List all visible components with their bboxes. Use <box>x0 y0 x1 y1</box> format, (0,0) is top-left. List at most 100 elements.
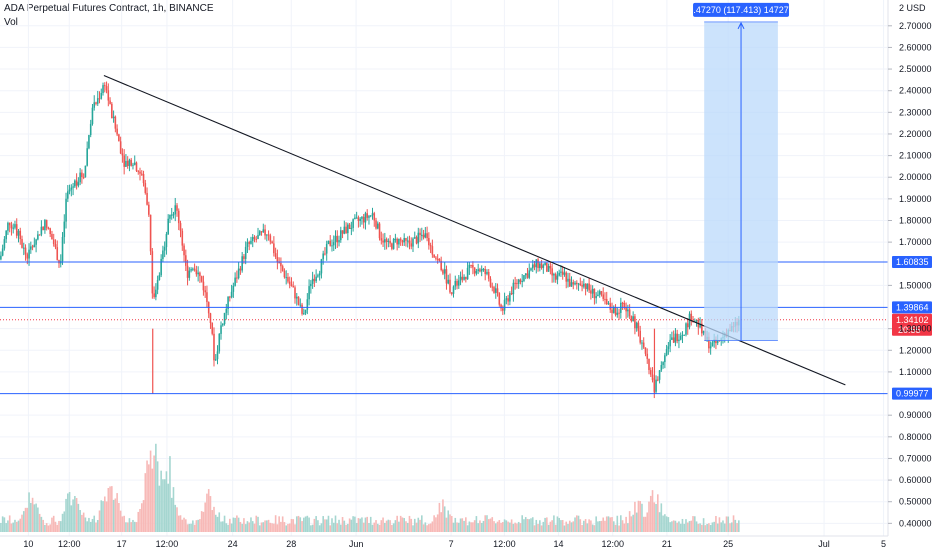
volume-bar <box>93 515 96 532</box>
candle-body <box>283 270 286 278</box>
volume-bar <box>489 518 492 532</box>
volume-bar <box>517 521 520 532</box>
volume-bar <box>192 520 194 532</box>
candle-body <box>274 253 277 257</box>
volume-bar <box>63 511 66 532</box>
volume-bar <box>450 516 453 532</box>
volume-bar <box>598 521 601 532</box>
candle-body <box>510 293 513 295</box>
volume-bar <box>234 517 236 532</box>
candle-body <box>655 379 657 392</box>
candle-body <box>701 323 703 334</box>
candle-body <box>623 303 626 308</box>
volume-bar <box>338 519 340 532</box>
volume-bar <box>7 520 9 532</box>
candle-body <box>667 346 670 350</box>
volume-bar <box>121 516 124 532</box>
candle-body <box>37 234 39 240</box>
volume-bar <box>641 503 643 532</box>
volume-bar <box>611 517 613 532</box>
candle-body <box>72 186 74 188</box>
volume-bar <box>280 521 282 532</box>
volume-bar <box>722 520 724 532</box>
volume-bar <box>410 518 413 532</box>
candle-body <box>371 213 374 216</box>
candle-body <box>140 173 143 175</box>
candle-body <box>563 272 566 275</box>
candle-body <box>230 291 233 298</box>
volume-bar <box>690 520 693 532</box>
candle-body <box>114 116 117 129</box>
candle-body <box>96 98 99 104</box>
candle-body <box>572 282 575 285</box>
volume-bar <box>253 523 256 532</box>
candle-body <box>392 238 395 249</box>
volume-bar <box>223 515 226 532</box>
candle-body <box>417 232 420 244</box>
candle-body <box>366 213 369 218</box>
candle-body <box>91 107 94 124</box>
volume-bar <box>396 515 398 532</box>
time-tick-label: Jul <box>818 539 830 549</box>
candle-body <box>156 279 159 290</box>
volume-bar <box>526 518 529 532</box>
candle-body <box>658 370 661 380</box>
volume-bar <box>581 524 583 532</box>
volume-bar <box>28 492 30 532</box>
candle-body <box>273 243 275 254</box>
candle-body <box>86 148 88 166</box>
volume-bar <box>155 443 157 532</box>
candle-body <box>482 268 485 270</box>
time-tick-label: 10 <box>23 539 33 549</box>
volume-bar <box>524 517 527 532</box>
candle-body <box>473 267 476 274</box>
volume-bar <box>447 510 450 532</box>
candle-body <box>421 234 423 236</box>
volume-bar <box>345 524 347 532</box>
candle-body <box>546 262 548 272</box>
candle-body <box>361 216 363 219</box>
volume-bar <box>685 519 687 532</box>
candle-body <box>657 379 659 381</box>
candle-body <box>179 223 182 231</box>
candle-body <box>590 290 592 294</box>
candle-body <box>419 232 421 236</box>
candle-body <box>671 337 673 340</box>
candle-body <box>246 242 249 247</box>
candle-body <box>403 238 405 243</box>
candle-body <box>105 86 108 91</box>
volume-bar <box>167 483 169 532</box>
volume-bar <box>588 519 590 532</box>
volume-bar <box>105 501 108 532</box>
volume-bar <box>324 519 326 532</box>
volume-bar <box>438 502 441 532</box>
candle-body <box>82 176 85 178</box>
volume-bar <box>79 510 81 532</box>
candle-body <box>276 256 279 263</box>
volume-bar <box>95 522 97 532</box>
volume-bar <box>218 512 221 532</box>
candles <box>0 81 740 399</box>
volume-bar <box>211 510 214 532</box>
volume-bar <box>244 524 247 532</box>
volume-bar <box>334 515 337 532</box>
volume-bar <box>421 515 423 532</box>
candle-body <box>516 283 518 285</box>
candle-body <box>250 240 252 244</box>
volume-bar <box>67 493 69 532</box>
volume-bar <box>442 499 444 532</box>
price-tick-label: 2.20000 <box>899 129 932 139</box>
candle-body <box>401 240 404 243</box>
candle-body <box>461 276 464 280</box>
volume-bar <box>322 516 324 532</box>
volume-bar <box>58 520 60 532</box>
volume-bar <box>597 521 599 532</box>
volume-bar <box>723 523 726 532</box>
volume-bar <box>465 517 467 532</box>
volume-bar <box>26 507 29 532</box>
volume-bar <box>304 516 307 532</box>
volume-bar <box>648 501 650 532</box>
candle-body <box>288 281 291 285</box>
volume-bar <box>625 516 627 532</box>
